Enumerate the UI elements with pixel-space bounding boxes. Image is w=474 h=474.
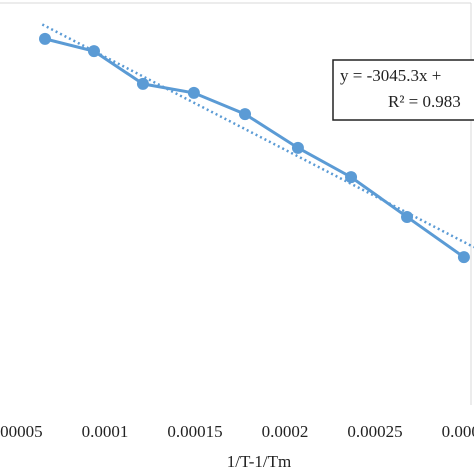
data-point bbox=[401, 210, 414, 223]
x-tick-label: 0.00025 bbox=[347, 422, 402, 441]
data-point bbox=[87, 45, 100, 58]
data-point bbox=[345, 171, 358, 184]
x-tick-label: 0.0001 bbox=[82, 422, 129, 441]
equation-box bbox=[332, 59, 474, 121]
x-tick-label: 0.00005 bbox=[0, 422, 43, 441]
data-point bbox=[136, 77, 149, 90]
data-point bbox=[187, 86, 200, 99]
data-point bbox=[291, 141, 304, 154]
trendline bbox=[41, 23, 474, 249]
data-point bbox=[39, 32, 52, 45]
data-point bbox=[239, 108, 252, 121]
x-tick-label: 0.00015 bbox=[167, 422, 222, 441]
trend-r2: R² = 0.983 bbox=[388, 92, 461, 111]
x-tick-label: 0.0003 bbox=[442, 422, 474, 441]
x-axis-title: 1/T-1/Tm bbox=[227, 452, 292, 471]
data-point bbox=[457, 251, 470, 264]
x-tick-label: 0.0002 bbox=[262, 422, 309, 441]
trend-equation: y = -3045.3x + bbox=[340, 66, 441, 85]
